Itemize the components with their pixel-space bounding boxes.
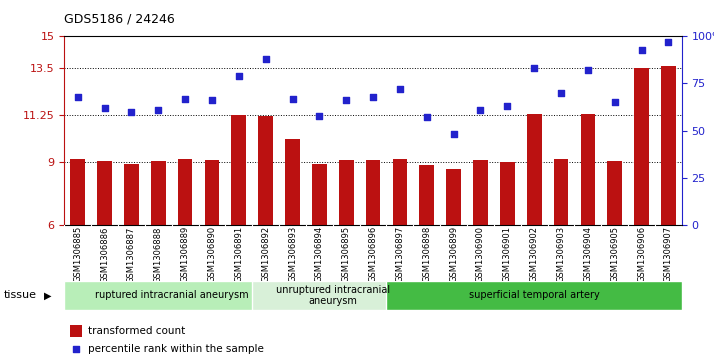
Bar [178, 159, 193, 225]
Point [394, 86, 406, 92]
Bar [231, 115, 246, 225]
Text: GSM1306905: GSM1306905 [610, 226, 619, 282]
Text: GSM1306901: GSM1306901 [503, 226, 512, 282]
Point [367, 94, 378, 99]
Bar [252, 281, 413, 310]
Text: GSM1306892: GSM1306892 [261, 226, 270, 282]
Text: ▶: ▶ [44, 290, 52, 301]
Point [153, 107, 164, 113]
Point [663, 39, 674, 45]
Point [636, 46, 648, 52]
Text: transformed count: transformed count [88, 326, 185, 336]
Text: GDS5186 / 24246: GDS5186 / 24246 [64, 13, 175, 26]
Text: GSM1306891: GSM1306891 [234, 226, 243, 282]
Bar [393, 159, 407, 225]
Bar [386, 281, 682, 310]
Bar [285, 139, 300, 225]
Text: GSM1306890: GSM1306890 [208, 226, 216, 282]
Bar [553, 159, 568, 225]
Text: GSM1306895: GSM1306895 [342, 226, 351, 282]
Bar [608, 161, 622, 225]
Bar [419, 165, 434, 225]
Bar [312, 164, 327, 225]
Point [475, 107, 486, 113]
Text: GSM1306904: GSM1306904 [583, 226, 593, 282]
Bar [97, 161, 112, 225]
Bar [634, 68, 649, 225]
Bar [205, 160, 219, 225]
Bar [500, 162, 515, 225]
Bar [124, 164, 139, 225]
Point [341, 98, 352, 103]
Text: tissue: tissue [4, 290, 36, 301]
Point [313, 113, 325, 118]
Point [609, 99, 620, 105]
Text: GSM1306903: GSM1306903 [556, 226, 565, 282]
Bar [71, 325, 81, 338]
Text: GSM1306889: GSM1306889 [181, 226, 190, 282]
Text: GSM1306887: GSM1306887 [127, 226, 136, 282]
Bar [64, 281, 279, 310]
Point [448, 131, 459, 137]
Bar [527, 114, 541, 225]
Text: GSM1306898: GSM1306898 [422, 226, 431, 282]
Text: GSM1306897: GSM1306897 [396, 226, 404, 282]
Point [126, 109, 137, 115]
Text: unruptured intracranial
aneurysm: unruptured intracranial aneurysm [276, 285, 390, 306]
Point [260, 56, 271, 62]
Text: GSM1306906: GSM1306906 [637, 226, 646, 282]
Point [555, 90, 567, 96]
Text: GSM1306907: GSM1306907 [664, 226, 673, 282]
Bar [258, 116, 273, 225]
Point [179, 96, 191, 102]
Text: GSM1306899: GSM1306899 [449, 226, 458, 282]
Text: ruptured intracranial aneurysm: ruptured intracranial aneurysm [95, 290, 248, 301]
Bar [366, 160, 381, 225]
Bar [473, 160, 488, 225]
Point [287, 96, 298, 102]
Bar [580, 114, 595, 225]
Bar [661, 66, 676, 225]
Point [528, 65, 540, 71]
Text: superficial temporal artery: superficial temporal artery [469, 290, 600, 301]
Text: GSM1306893: GSM1306893 [288, 226, 297, 282]
Point [99, 105, 110, 111]
Text: GSM1306896: GSM1306896 [368, 226, 378, 282]
Point [206, 98, 218, 103]
Bar [339, 160, 353, 225]
Point [502, 103, 513, 109]
Text: GSM1306886: GSM1306886 [100, 226, 109, 282]
Point [582, 68, 593, 73]
Bar [70, 159, 85, 225]
Point [421, 115, 433, 121]
Bar [151, 161, 166, 225]
Point [233, 73, 244, 79]
Bar [446, 170, 461, 225]
Point [72, 94, 84, 99]
Text: GSM1306888: GSM1306888 [154, 226, 163, 282]
Text: GSM1306900: GSM1306900 [476, 226, 485, 282]
Text: GSM1306902: GSM1306902 [530, 226, 538, 282]
Text: GSM1306885: GSM1306885 [74, 226, 82, 282]
Point [70, 346, 81, 351]
Text: GSM1306894: GSM1306894 [315, 226, 324, 282]
Text: percentile rank within the sample: percentile rank within the sample [88, 344, 263, 354]
